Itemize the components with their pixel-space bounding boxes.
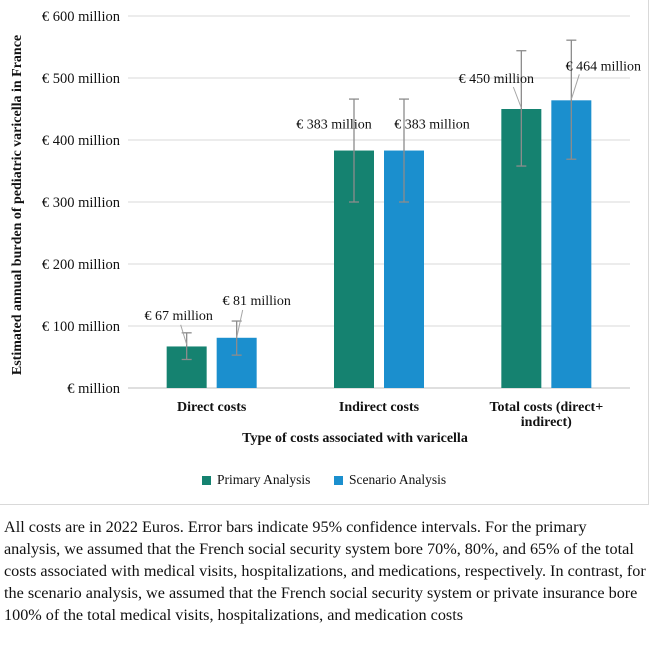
label-leader-line [236, 309, 244, 338]
data-label: € 383 million [296, 118, 371, 133]
data-label: € 383 million [394, 118, 469, 133]
data-label: € 450 million [459, 72, 534, 87]
legend-swatch-scenario [334, 475, 343, 485]
x-tick-label: indirect) [521, 415, 572, 430]
y-tick-label: € million [67, 381, 121, 397]
legend-item-scenario: Scenario Analysis [334, 472, 446, 488]
y-tick-label: € 600 million [42, 9, 121, 25]
y-axis-title: Estimated annual burden of pediatric var… [10, 35, 25, 375]
y-tick-label: € 500 million [42, 71, 121, 87]
legend-label-primary: Primary Analysis [217, 472, 311, 487]
x-tick-label: Indirect costs [339, 400, 420, 415]
y-tick-label: € 300 million [42, 195, 121, 211]
y-tick-label: € 200 million [42, 257, 121, 273]
legend-label-scenario: Scenario Analysis [349, 472, 447, 487]
legend-swatch-primary [202, 475, 211, 485]
label-leader-line [512, 86, 522, 109]
figure-caption: All costs are in 2022 Euros. Error bars … [4, 518, 646, 624]
x-tick-label: Direct costs [177, 400, 247, 415]
label-leader-line [180, 324, 188, 345]
x-axis-title: Type of costs associated with varicella [242, 431, 468, 446]
legend-item-primary: Primary Analysis [202, 472, 310, 488]
data-label: € 464 million [566, 59, 641, 74]
data-label: € 81 million [222, 294, 290, 309]
bar-chart: € million € 100 million € 200 million € 300… [10, 9, 641, 446]
data-label: € 67 million [144, 309, 212, 324]
x-tick-label: Total costs (direct+ [489, 400, 603, 415]
y-tick-label: € 100 million [42, 319, 121, 335]
label-leader-line [570, 74, 580, 100]
chart-figure: € million € 100 million € 200 million € 300… [0, 0, 649, 505]
y-tick-label: € 400 million [42, 133, 121, 149]
